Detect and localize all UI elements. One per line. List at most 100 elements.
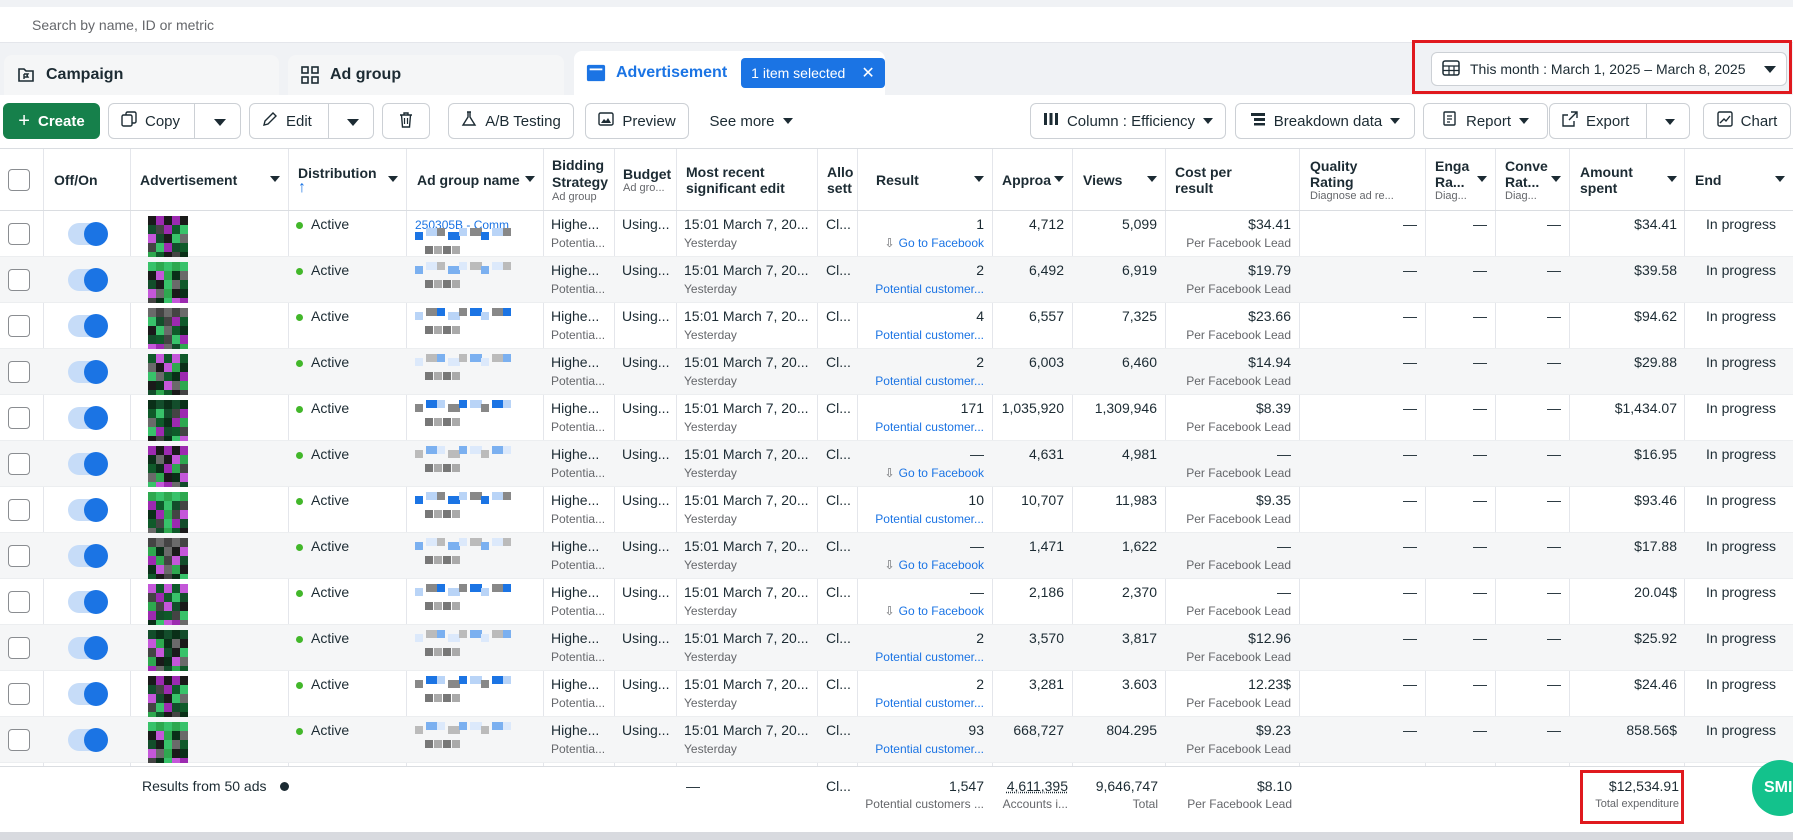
- export-dropdown-icon[interactable]: [1665, 119, 1675, 125]
- info-icon[interactable]: [280, 782, 290, 791]
- ad-group-name-obscured[interactable]: [407, 625, 543, 671]
- header-allocation[interactable]: Allo sett: [827, 164, 854, 196]
- ad-on-off-toggle[interactable]: [68, 406, 108, 430]
- ad-group-name-obscured[interactable]: [407, 257, 543, 303]
- table-row[interactable]: Active Highe... Potentia... Using... 15:0…: [0, 487, 1793, 533]
- copy-button[interactable]: Copy: [108, 103, 241, 139]
- go-to-facebook-link[interactable]: ⇩ Go to Facebook: [884, 466, 984, 480]
- export-button[interactable]: Export: [1549, 103, 1690, 139]
- ad-group-name-obscured[interactable]: [407, 533, 543, 579]
- column-menu-icon[interactable]: [1551, 176, 1561, 182]
- select-all-checkbox[interactable]: [8, 169, 30, 191]
- result-type-link[interactable]: Potential customer...: [875, 374, 984, 388]
- row-checkbox[interactable]: [8, 407, 30, 429]
- ad-on-off-toggle[interactable]: [68, 360, 108, 384]
- ad-thumbnail-obscured[interactable]: [140, 533, 288, 579]
- header-distribution[interactable]: Distribution ↑: [288, 149, 406, 211]
- ad-group-name-obscured[interactable]: 250305B - Comm: [407, 211, 543, 257]
- see-more-button[interactable]: See more: [702, 103, 800, 139]
- ad-on-off-toggle[interactable]: [68, 544, 108, 568]
- date-range-picker[interactable]: This month : March 1, 2025 – March 8, 20…: [1431, 52, 1787, 86]
- ad-on-off-toggle[interactable]: [68, 682, 108, 706]
- ad-on-off-toggle[interactable]: [68, 452, 108, 476]
- clear-selection-icon[interactable]: ✕: [861, 65, 875, 82]
- row-checkbox[interactable]: [8, 729, 30, 751]
- ad-thumbnail-obscured[interactable]: [140, 441, 288, 487]
- header-budget[interactable]: Budget Ad gro...: [623, 166, 672, 194]
- ad-group-name-obscured[interactable]: [407, 671, 543, 717]
- ad-group-name-obscured[interactable]: [407, 487, 543, 533]
- ad-group-name-obscured[interactable]: [407, 349, 543, 395]
- table-row[interactable]: Active Highe... Potentia... Using... 15:0…: [0, 441, 1793, 487]
- ad-group-name-obscured[interactable]: [407, 579, 543, 625]
- row-checkbox[interactable]: [8, 545, 30, 567]
- header-advertisement[interactable]: Advertisement: [130, 149, 288, 211]
- tab-advertisement[interactable]: Advertisement 1 item selected ✕: [574, 51, 885, 95]
- ad-group-name-obscured[interactable]: [407, 717, 543, 763]
- header-end[interactable]: End: [1685, 149, 1793, 211]
- row-checkbox[interactable]: [8, 269, 30, 291]
- go-to-facebook-link[interactable]: ⇩ Go to Facebook: [884, 604, 984, 618]
- table-row[interactable]: Active Highe... Potentia... Using... 15:0…: [0, 349, 1793, 395]
- ad-group-name-obscured[interactable]: [407, 303, 543, 349]
- row-checkbox[interactable]: [8, 361, 30, 383]
- ad-on-off-toggle[interactable]: [68, 728, 108, 752]
- header-engagement-rating[interactable]: Enga Ra... Diag...: [1425, 149, 1495, 211]
- column-menu-icon[interactable]: [974, 176, 984, 182]
- ad-thumbnail-obscured[interactable]: [140, 303, 288, 349]
- result-type-link[interactable]: Potential customer...: [875, 328, 984, 342]
- edit-button[interactable]: Edit: [249, 103, 374, 139]
- tab-ad-group[interactable]: Ad group: [288, 55, 564, 95]
- ad-on-off-toggle[interactable]: [68, 222, 108, 246]
- result-type-link[interactable]: Potential customer...: [875, 696, 984, 710]
- table-row[interactable]: Active Highe... Potentia... Using... 15:0…: [0, 303, 1793, 349]
- ad-thumbnail-obscured[interactable]: [140, 671, 288, 717]
- header-cost-per-result[interactable]: Cost per result: [1175, 164, 1232, 196]
- table-row[interactable]: Active Highe... Potentia... Using... 15:0…: [0, 717, 1793, 763]
- preview-button[interactable]: Preview: [585, 103, 689, 139]
- table-row[interactable]: Active Highe... Potentia... Using... 15:0…: [0, 579, 1793, 625]
- go-to-facebook-link[interactable]: ⇩ Go to Facebook: [884, 236, 984, 250]
- ad-thumbnail-obscured[interactable]: [140, 349, 288, 395]
- result-type-link[interactable]: Potential customer...: [875, 512, 984, 526]
- header-views[interactable]: Views: [1073, 149, 1165, 211]
- column-menu-icon[interactable]: [525, 176, 535, 182]
- create-button[interactable]: + Create: [3, 103, 100, 139]
- header-bidding-strategy[interactable]: Bidding Strategy Ad group: [552, 157, 609, 203]
- table-row[interactable]: Active Highe... Potentia... Using... 15:0…: [0, 671, 1793, 717]
- result-type-link[interactable]: Potential customer...: [875, 742, 984, 756]
- column-menu-icon[interactable]: [388, 176, 398, 182]
- chat-widget-button[interactable]: SMI: [1752, 760, 1793, 816]
- table-row[interactable]: Active Highe... Potentia... Using... 15:0…: [0, 395, 1793, 441]
- result-type-link[interactable]: Potential customer...: [875, 650, 984, 664]
- ad-on-off-toggle[interactable]: [68, 498, 108, 522]
- ad-thumbnail-obscured[interactable]: [140, 257, 288, 303]
- horizontal-scrollbar[interactable]: [0, 832, 1793, 840]
- column-menu-icon[interactable]: [1477, 176, 1487, 182]
- copy-dropdown-icon[interactable]: [214, 119, 226, 126]
- table-row[interactable]: Active Highe... Potentia... Using... 15:0…: [0, 257, 1793, 303]
- ad-on-off-toggle[interactable]: [68, 636, 108, 660]
- ad-on-off-toggle[interactable]: [68, 590, 108, 614]
- delete-button[interactable]: [382, 103, 430, 139]
- column-menu-icon[interactable]: [1147, 176, 1157, 182]
- chart-button[interactable]: Chart: [1703, 103, 1791, 139]
- header-conversion-rating[interactable]: Conve Rat... Diag...: [1495, 149, 1569, 211]
- column-menu-icon[interactable]: [1667, 176, 1677, 182]
- ad-thumbnail-obscured[interactable]: [140, 487, 288, 533]
- ad-thumbnail-obscured[interactable]: [140, 395, 288, 441]
- header-quality-rating[interactable]: Quality Rating Diagnose ad re...: [1310, 158, 1394, 202]
- header-off-on[interactable]: Off/On: [54, 172, 98, 188]
- result-type-link[interactable]: Potential customer...: [875, 282, 984, 296]
- table-row[interactable]: Active Highe... Potentia... Using... 15:0…: [0, 533, 1793, 579]
- column-menu-icon[interactable]: [1775, 176, 1785, 182]
- header-reach[interactable]: Approa: [992, 149, 1072, 211]
- row-checkbox[interactable]: [8, 637, 30, 659]
- breakdown-button[interactable]: Breakdown data: [1235, 103, 1415, 139]
- ad-thumbnail-obscured[interactable]: [140, 717, 288, 763]
- table-row[interactable]: Active Highe... Potentia... Using... 15:0…: [0, 625, 1793, 671]
- column-menu-icon[interactable]: [270, 176, 280, 182]
- row-checkbox[interactable]: [8, 683, 30, 705]
- tab-campaign[interactable]: Campaign: [4, 55, 279, 95]
- row-checkbox[interactable]: [8, 591, 30, 613]
